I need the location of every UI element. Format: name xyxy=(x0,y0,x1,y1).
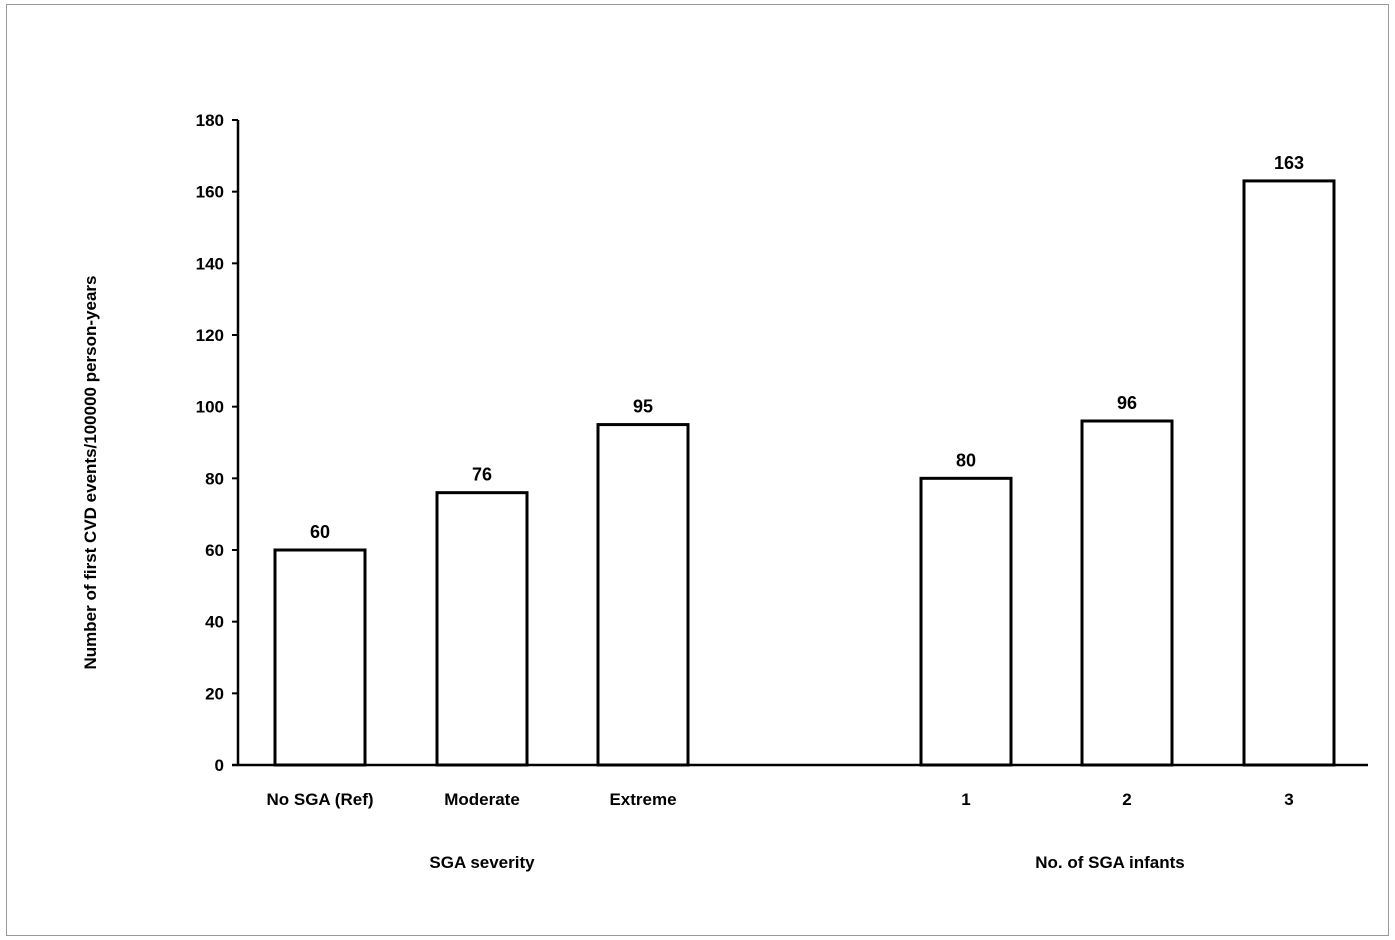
y-tick-label: 120 xyxy=(196,326,224,345)
y-tick-label: 160 xyxy=(196,183,224,202)
y-tick-label: 60 xyxy=(205,541,224,560)
bar xyxy=(919,476,1013,767)
group-label: SGA severity xyxy=(429,853,535,872)
data-label: 163 xyxy=(1274,153,1304,173)
y-tick-label: 0 xyxy=(215,756,224,775)
bar xyxy=(1242,179,1336,767)
data-label: 76 xyxy=(472,465,492,485)
y-tick-label: 80 xyxy=(205,469,224,488)
data-label: 60 xyxy=(310,522,330,542)
x-tick-label: No SGA (Ref) xyxy=(266,790,373,809)
bar xyxy=(435,491,529,767)
bar xyxy=(273,548,367,767)
y-tick-label: 100 xyxy=(196,398,224,417)
y-tick-label: 20 xyxy=(205,684,224,703)
x-tick-label: 3 xyxy=(1284,790,1293,809)
x-tick-label: 1 xyxy=(961,790,970,809)
x-tick-label: Extreme xyxy=(609,790,676,809)
bar xyxy=(596,423,690,767)
y-tick-label: 140 xyxy=(196,254,224,273)
y-tick-label: 40 xyxy=(205,613,224,632)
group-label: No. of SGA infants xyxy=(1035,853,1185,872)
x-tick-label: 2 xyxy=(1122,790,1131,809)
bar xyxy=(1080,419,1174,767)
axes xyxy=(232,119,1368,767)
bars xyxy=(273,179,1336,767)
y-axis-title: Number of first CVD events/100000 person… xyxy=(81,276,100,670)
data-label: 80 xyxy=(956,450,976,470)
data-label: 96 xyxy=(1117,393,1137,413)
x-tick-label: Moderate xyxy=(444,790,520,809)
data-label: 95 xyxy=(633,397,653,417)
y-tick-label: 180 xyxy=(196,111,224,130)
